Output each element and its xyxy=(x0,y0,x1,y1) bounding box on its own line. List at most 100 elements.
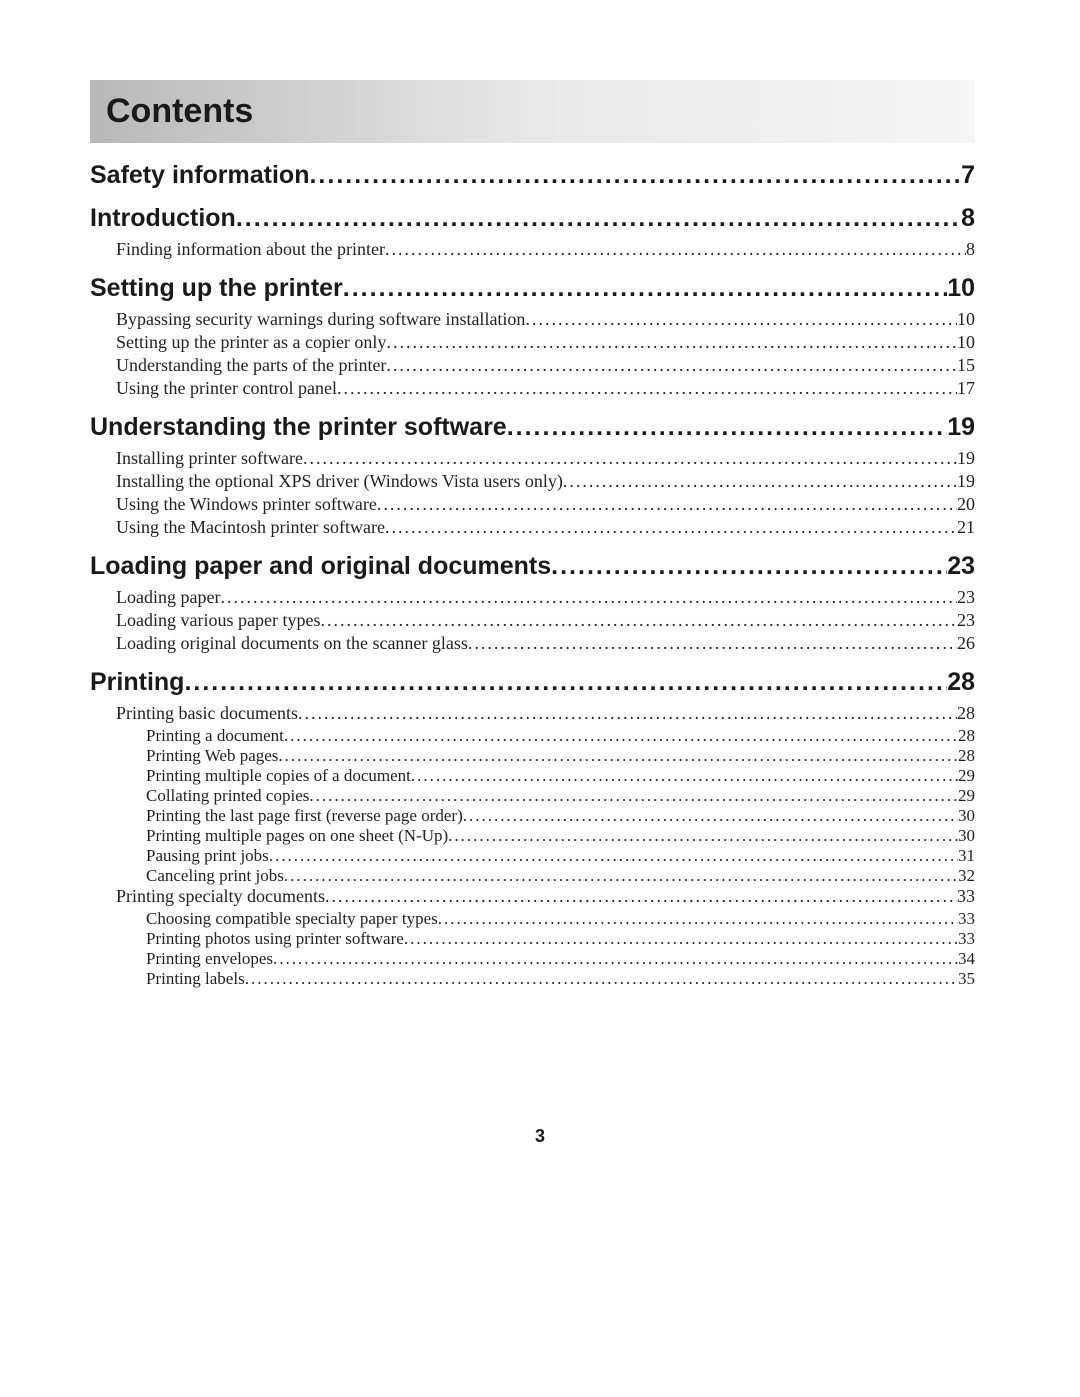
toc-leader-dots: ........................................… xyxy=(525,309,957,330)
toc-entry: Understanding the parts of the printer..… xyxy=(116,355,975,376)
toc-entry-label: Canceling print jobs xyxy=(146,866,284,886)
toc-entry-page: 19 xyxy=(957,471,975,492)
toc-entry: Using the Windows printer software......… xyxy=(116,494,975,515)
toc-entry: Using the printer control panel.........… xyxy=(116,378,975,399)
toc-entry: Loading original documents on the scanne… xyxy=(116,633,975,654)
toc-container: Safety information......................… xyxy=(90,161,975,989)
toc-entry-page: 35 xyxy=(958,969,975,989)
toc-leader-dots: ........................................… xyxy=(404,929,958,949)
toc-entry-page: 10 xyxy=(957,309,975,330)
toc-entry-label: Printing labels xyxy=(146,969,245,989)
page-number: 3 xyxy=(0,1126,1080,1147)
toc-entry-label: Loading paper xyxy=(116,587,220,608)
toc-entry-label: Setting up the printer as a copier only xyxy=(116,332,386,353)
toc-entry: Collating printed copies................… xyxy=(146,786,975,806)
toc-entry-label: Collating printed copies xyxy=(146,786,309,806)
toc-entry-label: Printing specialty documents xyxy=(116,886,325,907)
toc-leader-dots: ........................................… xyxy=(220,587,957,608)
toc-entry: Printing photos using printer software..… xyxy=(146,929,975,949)
toc-entry-label: Bypassing security warnings during softw… xyxy=(116,309,525,330)
toc-leader-dots: ........................................… xyxy=(386,332,957,353)
toc-leader-dots: ........................................… xyxy=(184,668,947,697)
toc-entry-page: 34 xyxy=(958,949,975,969)
toc-leader-dots: ........................................… xyxy=(551,552,947,581)
toc-entry: Choosing compatible specialty paper type… xyxy=(146,909,975,929)
toc-leader-dots: ........................................… xyxy=(386,355,957,376)
toc-entry-label: Loading original documents on the scanne… xyxy=(116,633,468,654)
toc-entry-page: 8 xyxy=(961,204,975,233)
toc-leader-dots: ........................................… xyxy=(463,806,958,826)
toc-entry: Printing multiple pages on one sheet (N-… xyxy=(146,826,975,846)
toc-entry-label: Printing envelopes xyxy=(146,949,273,969)
toc-entry-page: 15 xyxy=(957,355,975,376)
toc-leader-dots: ........................................… xyxy=(343,274,947,303)
toc-entry-label: Loading paper and original documents xyxy=(90,552,551,581)
toc-leader-dots: ........................................… xyxy=(411,766,958,786)
toc-entry: Using the Macintosh printer software....… xyxy=(116,517,975,538)
toc-entry-page: 7 xyxy=(961,161,975,190)
toc-leader-dots: ........................................… xyxy=(507,413,947,442)
toc-entry-label: Choosing compatible specialty paper type… xyxy=(146,909,438,929)
toc-leader-dots: ........................................… xyxy=(309,161,961,190)
toc-leader-dots: ........................................… xyxy=(284,866,958,886)
toc-leader-dots: ........................................… xyxy=(278,746,958,766)
toc-entry-page: 31 xyxy=(958,846,975,866)
toc-entry-page: 8 xyxy=(966,239,975,260)
toc-leader-dots: ........................................… xyxy=(284,726,958,746)
toc-entry: Printing the last page first (reverse pa… xyxy=(146,806,975,826)
toc-entry-label: Printing photos using printer software xyxy=(146,929,404,949)
toc-leader-dots: ........................................… xyxy=(236,204,961,233)
toc-entry: Installing printer software.............… xyxy=(116,448,975,469)
toc-leader-dots: ........................................… xyxy=(385,517,957,538)
toc-entry: Printing basic documents................… xyxy=(116,703,975,724)
toc-entry-page: 23 xyxy=(957,587,975,608)
toc-entry: Pausing print jobs......................… xyxy=(146,846,975,866)
toc-entry-page: 28 xyxy=(958,746,975,766)
toc-entry: Introduction............................… xyxy=(90,204,975,233)
toc-entry-page: 33 xyxy=(958,929,975,949)
toc-entry: Safety information......................… xyxy=(90,161,975,190)
toc-entry: Canceling print jobs....................… xyxy=(146,866,975,886)
toc-entry-label: Printing the last page first (reverse pa… xyxy=(146,806,463,826)
toc-entry-page: 29 xyxy=(958,766,975,786)
toc-entry: Bypassing security warnings during softw… xyxy=(116,309,975,330)
toc-entry-page: 28 xyxy=(958,726,975,746)
toc-entry: Loading paper and original documents....… xyxy=(90,552,975,581)
toc-entry: Printing Web pages......................… xyxy=(146,746,975,766)
toc-entry-label: Printing multiple pages on one sheet (N-… xyxy=(146,826,448,846)
toc-entry-label: Introduction xyxy=(90,204,236,233)
toc-entry-page: 23 xyxy=(947,552,975,581)
toc-entry-label: Installing the optional XPS driver (Wind… xyxy=(116,471,563,492)
toc-entry-label: Safety information xyxy=(90,161,309,190)
toc-entry: Understanding the printer software......… xyxy=(90,413,975,442)
toc-leader-dots: ........................................… xyxy=(377,494,957,515)
toc-leader-dots: ........................................… xyxy=(273,949,958,969)
toc-entry-label: Printing Web pages xyxy=(146,746,278,766)
toc-entry: Setting up the printer as a copier only.… xyxy=(116,332,975,353)
toc-leader-dots: ........................................… xyxy=(563,471,957,492)
toc-leader-dots: ........................................… xyxy=(337,378,957,399)
toc-leader-dots: ........................................… xyxy=(269,846,958,866)
toc-leader-dots: ........................................… xyxy=(325,886,957,907)
toc-leader-dots: ........................................… xyxy=(303,448,957,469)
toc-entry-page: 33 xyxy=(958,909,975,929)
contents-title-bar: Contents xyxy=(90,80,975,143)
toc-leader-dots: ........................................… xyxy=(320,610,957,631)
toc-entry-page: 10 xyxy=(957,332,975,353)
toc-entry-page: 30 xyxy=(958,826,975,846)
toc-entry: Loading paper...........................… xyxy=(116,587,975,608)
toc-entry: Printing multiple copies of a document..… xyxy=(146,766,975,786)
toc-entry-label: Using the Windows printer software xyxy=(116,494,377,515)
toc-entry: Printing envelopes......................… xyxy=(146,949,975,969)
toc-entry-page: 17 xyxy=(957,378,975,399)
toc-entry: Printing labels.........................… xyxy=(146,969,975,989)
toc-entry-label: Installing printer software xyxy=(116,448,303,469)
toc-entry: Printing................................… xyxy=(90,668,975,697)
toc-entry-label: Understanding the parts of the printer xyxy=(116,355,386,376)
toc-entry: Setting up the printer..................… xyxy=(90,274,975,303)
toc-entry-label: Printing xyxy=(90,668,184,697)
toc-entry-label: Using the Macintosh printer software xyxy=(116,517,385,538)
toc-entry-page: 26 xyxy=(957,633,975,654)
toc-entry: Loading various paper types.............… xyxy=(116,610,975,631)
toc-entry-page: 28 xyxy=(947,668,975,697)
